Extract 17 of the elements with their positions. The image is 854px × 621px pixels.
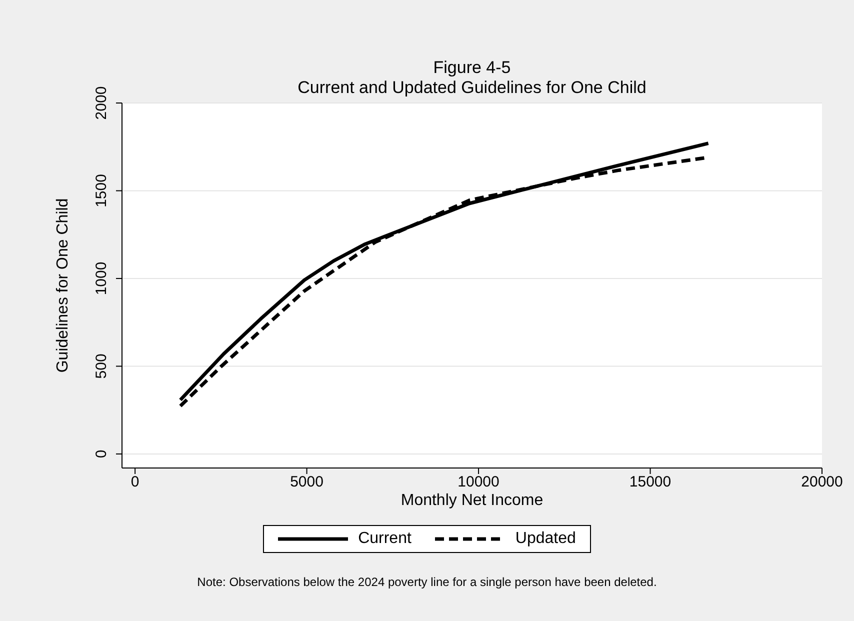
x-tick-label: 15000	[629, 474, 672, 491]
legend-label: Updated	[515, 530, 576, 548]
y-tick-label: 1500	[93, 174, 110, 208]
x-tick-label: 10000	[458, 474, 500, 491]
y-axis-title: Guidelines for One Child	[54, 198, 72, 373]
y-tick-label: 1000	[93, 262, 110, 296]
text: Note: Observations below the 2024 poverty line for a single person have been deleted.	[196, 575, 658, 589]
legend-label: Current	[358, 530, 412, 548]
x-axis-title: Monthly Net Income	[400, 492, 544, 510]
y-tick-label: 500	[93, 354, 110, 379]
y-tick-label: 2000	[93, 86, 110, 120]
x-tick-label: 5000	[290, 474, 324, 491]
y-tick-label: 0	[93, 450, 110, 458]
x-tick-label: 20000	[801, 474, 843, 491]
x-tick-label: 0	[130, 474, 140, 491]
chart-title: Figure 4-5	[432, 58, 512, 78]
chart-subtitle: Current and Updated Guidelines for One Child	[296, 78, 648, 98]
